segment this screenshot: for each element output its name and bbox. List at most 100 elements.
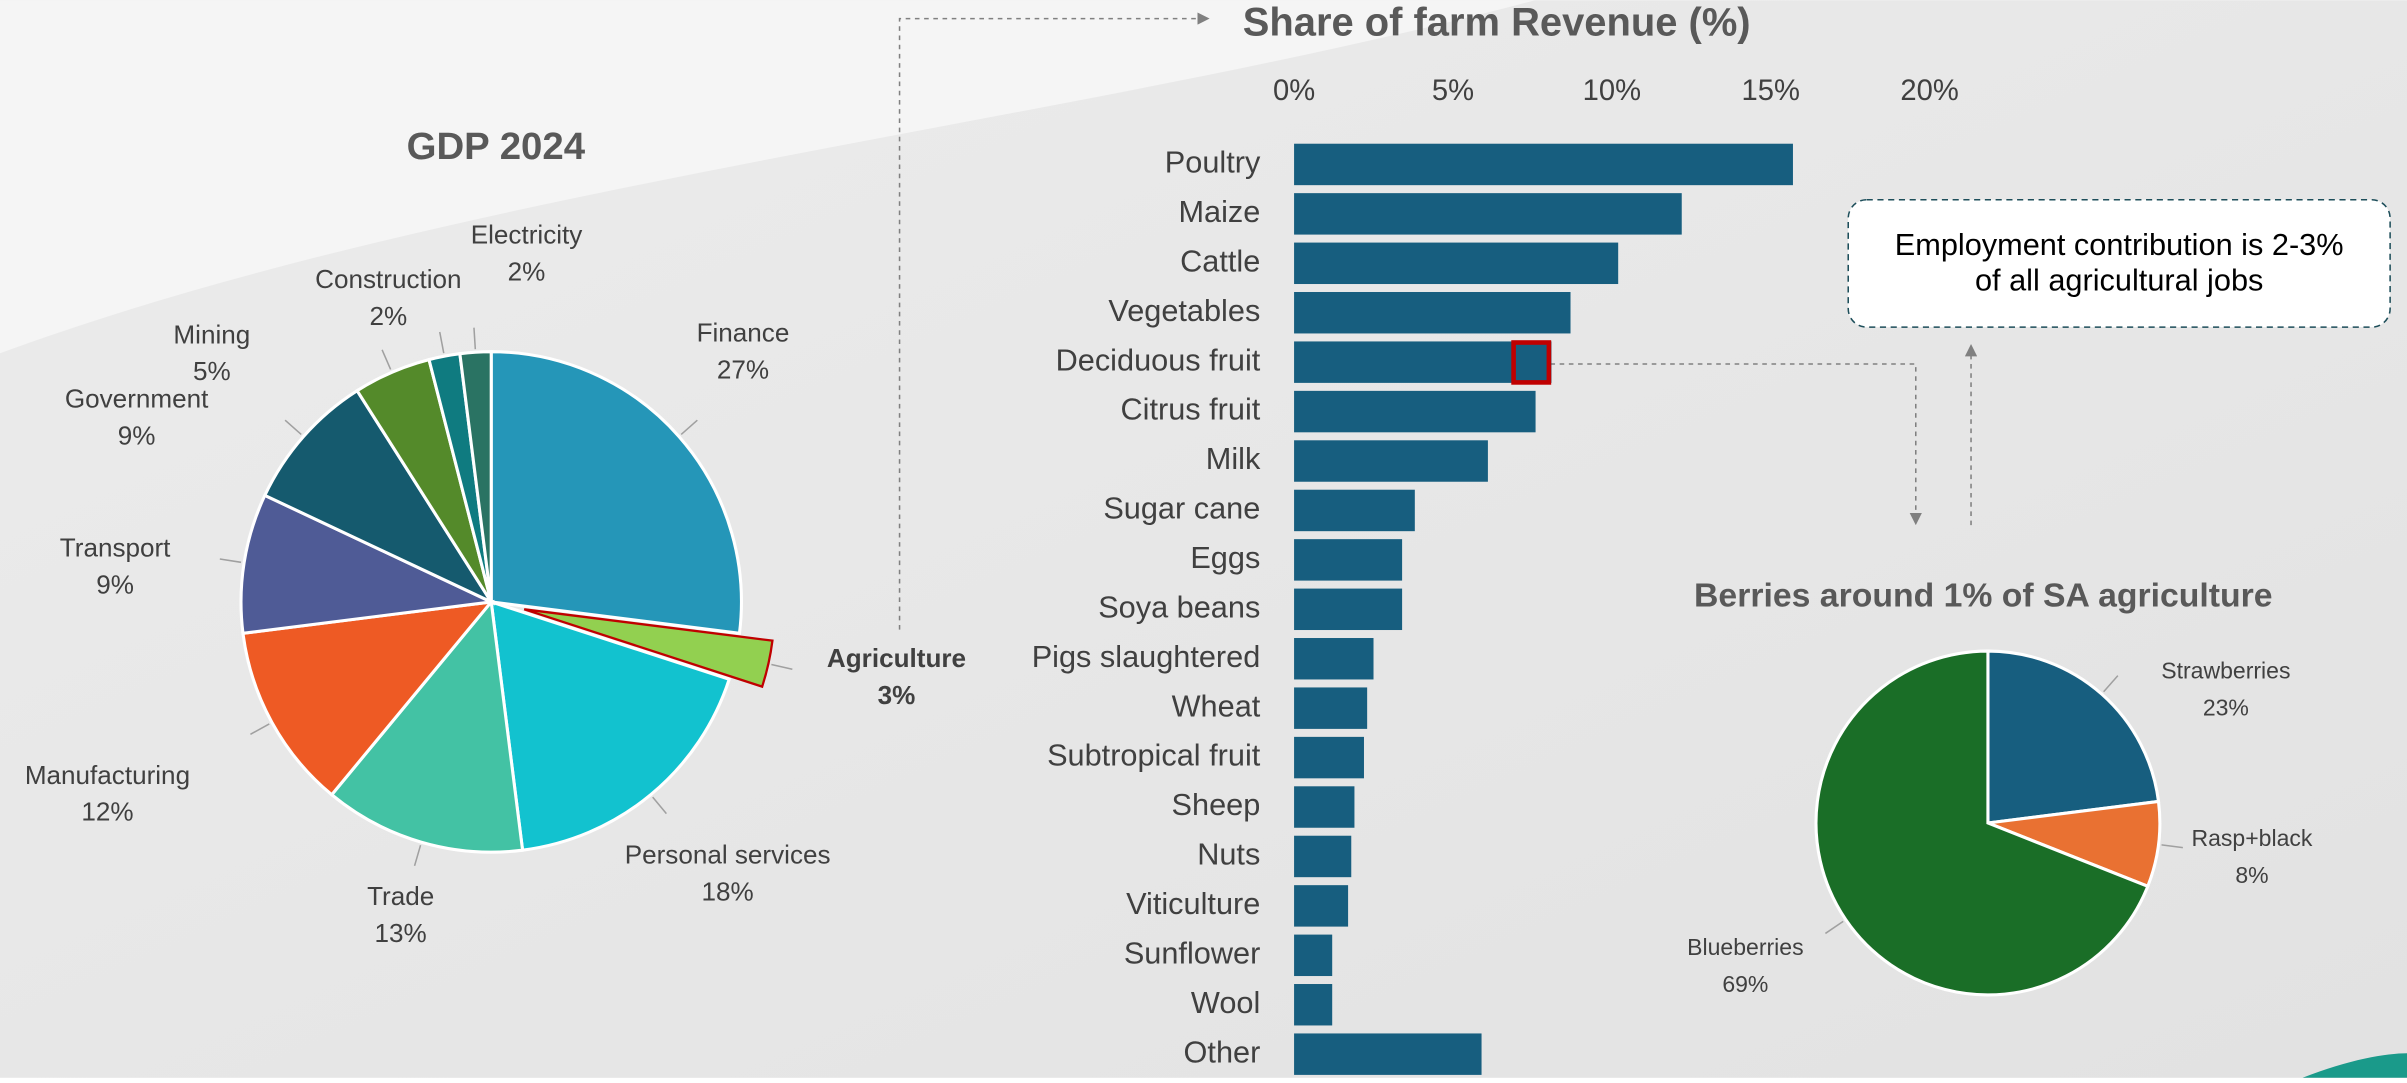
y-tick-label: Vegetables bbox=[1108, 293, 1260, 328]
y-tick-label: Pigs slaughtered bbox=[1032, 639, 1261, 674]
y-tick-label: Maize bbox=[1178, 194, 1260, 229]
slice-value-label: 9% bbox=[96, 569, 134, 599]
slice-value-label: 2% bbox=[370, 301, 408, 331]
leader-line bbox=[473, 327, 477, 350]
slice-value-label: 12% bbox=[81, 797, 133, 827]
x-tick-label: 5% bbox=[1432, 75, 1474, 107]
bar bbox=[1294, 638, 1374, 680]
leader-line bbox=[652, 796, 667, 815]
bar bbox=[1294, 193, 1682, 235]
slice-value-label: 8% bbox=[2235, 862, 2268, 888]
y-tick-label: Eggs bbox=[1190, 540, 1260, 575]
slice-label: Agriculture bbox=[827, 643, 966, 673]
leader-line bbox=[219, 558, 242, 564]
background-swoosh bbox=[0, 0, 1536, 354]
leader-line bbox=[2103, 675, 2119, 693]
y-tick-label: Viticulture bbox=[1126, 886, 1260, 921]
bar bbox=[1294, 489, 1415, 532]
pie-slice bbox=[262, 388, 496, 606]
pie-slice bbox=[489, 599, 732, 852]
x-tick-label: 15% bbox=[1742, 75, 1800, 107]
bar bbox=[1294, 835, 1352, 878]
pie-slice bbox=[1814, 649, 2150, 997]
slice-label: Transport bbox=[60, 533, 171, 563]
pie-slice bbox=[241, 599, 495, 797]
y-tick-label: Poultry bbox=[1165, 145, 1261, 180]
slice-label: Strawberries bbox=[2161, 658, 2290, 684]
annotation: Employment contribution is 2-3% of all a… bbox=[1894, 228, 2344, 298]
chart-title: GDP 2024 bbox=[407, 125, 586, 168]
slice-label: Trade bbox=[367, 881, 434, 911]
leader-line bbox=[680, 419, 698, 436]
y-tick-label: Milk bbox=[1206, 441, 1261, 476]
annotation-text: Employment contribution is 2-3% of all a… bbox=[1894, 228, 2344, 298]
bar bbox=[1294, 539, 1403, 581]
pie-slice bbox=[489, 350, 743, 636]
bar bbox=[1294, 885, 1349, 927]
y-tick-label: Deciduous fruit bbox=[1056, 342, 1261, 377]
slice-label: Construction bbox=[315, 264, 461, 294]
y-tick-label: Wheat bbox=[1172, 688, 1261, 723]
bar bbox=[1294, 984, 1333, 1026]
y-tick-label: Subtropical fruit bbox=[1047, 738, 1261, 773]
slice-label: Blueberries bbox=[1687, 934, 1803, 960]
y-tick-label: Wool bbox=[1191, 985, 1260, 1020]
leader-line bbox=[1824, 920, 1844, 935]
slice-value-label: 9% bbox=[118, 421, 156, 451]
slice-label: Mining bbox=[173, 319, 250, 349]
leader-line bbox=[250, 723, 270, 735]
leader-line bbox=[771, 663, 793, 670]
chart-title: Berries around 1% of SA agriculture bbox=[1694, 576, 2273, 614]
y-tick-label: Sheep bbox=[1172, 787, 1261, 822]
bar bbox=[1294, 440, 1488, 482]
slice-value-label: 2% bbox=[508, 256, 546, 286]
slice-label: Personal services bbox=[625, 840, 831, 870]
bar bbox=[1294, 786, 1355, 828]
slice-value-label: 18% bbox=[702, 876, 754, 906]
x-tick-label: 0% bbox=[1273, 75, 1315, 107]
y-tick-label: Sunflower bbox=[1124, 935, 1260, 970]
leader-line bbox=[438, 331, 445, 354]
bar bbox=[1294, 390, 1536, 433]
connector-arrow bbox=[898, 12, 1210, 630]
leader-line bbox=[381, 349, 392, 370]
x-tick-label: 20% bbox=[1900, 75, 1958, 107]
corner-logo bbox=[2302, 1053, 2407, 1078]
bar bbox=[1294, 242, 1619, 285]
slice-value-label: 5% bbox=[193, 356, 231, 386]
slice-label: Rasp+black bbox=[2192, 825, 2313, 851]
leader-line bbox=[413, 844, 422, 867]
slice-label: Government bbox=[65, 384, 209, 414]
annotation-box bbox=[1847, 198, 2391, 328]
bar bbox=[1294, 341, 1552, 383]
leader-line bbox=[284, 419, 302, 436]
x-tick-label: 10% bbox=[1583, 75, 1641, 107]
connector-arrow bbox=[1550, 363, 1922, 526]
bar bbox=[1294, 292, 1571, 334]
slice-value-label: 69% bbox=[1722, 971, 1768, 997]
y-tick-label: Citrus fruit bbox=[1120, 392, 1260, 427]
pie-slice bbox=[1986, 649, 2161, 825]
slice-label: Electricity bbox=[471, 219, 583, 249]
bar bbox=[1294, 143, 1793, 186]
bar bbox=[1294, 588, 1403, 631]
slice-value-label: 23% bbox=[2203, 694, 2249, 720]
slice-label: Finance bbox=[697, 318, 790, 348]
pie-slice bbox=[329, 598, 525, 854]
pie-slice bbox=[239, 493, 497, 636]
bar bbox=[1294, 1033, 1482, 1075]
y-tick-label: Sugar cane bbox=[1103, 491, 1260, 526]
leader-line bbox=[2161, 844, 2183, 849]
slice-value-label: 27% bbox=[717, 355, 769, 385]
pie-slice bbox=[458, 350, 493, 603]
y-tick-label: Nuts bbox=[1197, 837, 1260, 872]
highlight-box bbox=[1511, 340, 1552, 385]
pie-slice bbox=[523, 608, 774, 689]
chart-title: Share of farm Revenue (%) bbox=[1243, 0, 1751, 44]
bar bbox=[1294, 687, 1368, 729]
y-tick-label: Other bbox=[1184, 1034, 1261, 1069]
slice-value-label: 3% bbox=[878, 680, 916, 710]
slice-value-label: 13% bbox=[375, 918, 427, 948]
y-tick-label: Soya beans bbox=[1098, 589, 1260, 624]
